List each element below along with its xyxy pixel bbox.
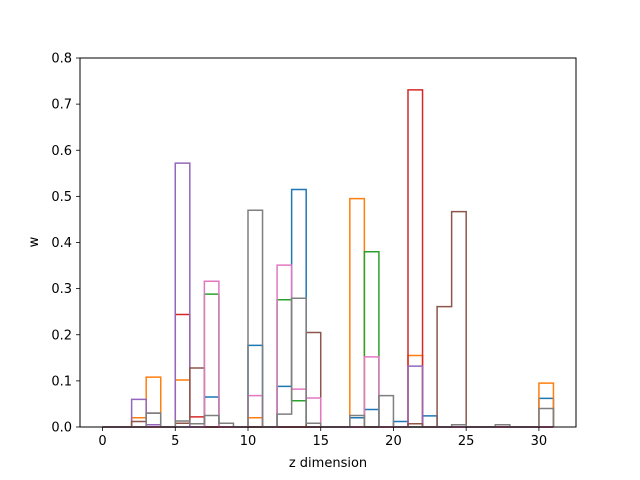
x-ticks: 0 5 10 15 20 25 30 xyxy=(98,427,547,449)
y-tick-label: 0.6 xyxy=(51,144,72,159)
y-tick-label: 0.7 xyxy=(51,98,72,113)
y-tick-label: 0.1 xyxy=(51,374,72,389)
y-tick-label: 0.3 xyxy=(51,282,72,297)
y-tick-label: 0.8 xyxy=(51,52,72,67)
y-tick-label: 0.4 xyxy=(51,236,72,251)
x-tick-label: 15 xyxy=(312,434,329,449)
x-tick-label: 0 xyxy=(98,434,106,449)
x-tick-label: 30 xyxy=(531,434,548,449)
y-tick-label: 0.5 xyxy=(51,190,72,205)
x-tick-label: 5 xyxy=(171,434,179,449)
x-axis-label: z dimension xyxy=(289,456,367,471)
x-tick-label: 25 xyxy=(458,434,475,449)
y-tick-label: 0.0 xyxy=(51,421,72,436)
x-tick-label: 20 xyxy=(385,434,402,449)
y-tick-label: 0.2 xyxy=(51,328,72,343)
y-axis-label: w xyxy=(27,236,42,247)
x-tick-label: 10 xyxy=(240,434,257,449)
y-ticks: 0.0 0.1 0.2 0.3 0.4 0.5 0.6 0.7 0.8 xyxy=(51,52,80,436)
plot-frame xyxy=(79,57,577,428)
